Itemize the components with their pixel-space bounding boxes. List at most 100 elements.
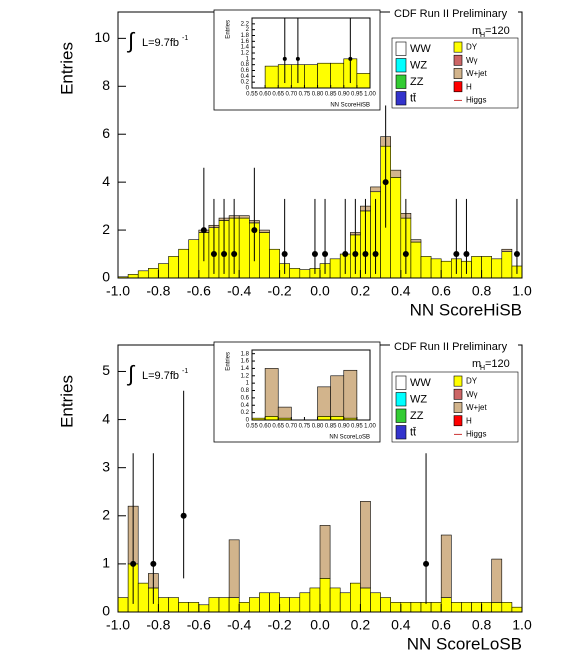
histogram-bar: [127, 274, 139, 278]
x-axis-label: NN ScoreLoSB: [329, 435, 370, 441]
x-tick-label: 0.95: [351, 92, 363, 98]
histogram-bar: [317, 62, 331, 88]
legend-swatch: [453, 81, 463, 93]
title-box: [390, 339, 518, 353]
y-tick-label: 2: [102, 506, 110, 522]
data-point: [402, 251, 409, 258]
histogram-bar: [390, 169, 402, 178]
y-tick-label: 0.2: [241, 80, 250, 86]
integral-sign: ∫: [126, 28, 136, 53]
x-tick-label: 0.75: [299, 92, 311, 98]
y-tick-label: 1.6: [241, 359, 250, 365]
histogram-bar: [440, 597, 452, 612]
histogram-bar: [118, 597, 129, 612]
y-tick-label: 5: [102, 362, 110, 378]
x-tick-label: 0.4: [391, 617, 411, 633]
histogram-bar: [269, 248, 280, 278]
y-tick-label: 0.8: [241, 388, 250, 394]
histogram-bar: [501, 602, 513, 612]
x-tick-label: -0.2: [268, 283, 292, 299]
histogram-bar: [317, 386, 331, 417]
histogram-bar: [356, 73, 370, 88]
data-point: [322, 251, 329, 258]
y-tick-label: 3: [102, 458, 110, 474]
legend-label: tt̄: [410, 426, 416, 438]
legend-swatch: [453, 54, 463, 66]
histogram-bar: [339, 592, 351, 612]
histogram-bar: [491, 258, 503, 278]
histogram-bar: [264, 65, 279, 88]
y-tick-label: 0.2: [241, 410, 250, 416]
x-tick-label: -1.0: [106, 283, 130, 299]
legend-swatch: [395, 58, 407, 73]
histogram-bar: [168, 256, 179, 278]
y-tick-label: 2: [102, 221, 110, 237]
histogram-bar: [158, 263, 169, 278]
x-tick-label: -0.4: [227, 283, 251, 299]
histogram-bar: [430, 602, 442, 612]
histogram-bar: [238, 217, 250, 278]
data-point: [453, 251, 460, 258]
histogram-bar: [481, 602, 493, 612]
title-box: [390, 6, 518, 20]
legend-swatch: [453, 375, 463, 387]
y-tick-label: 4: [102, 173, 110, 189]
data-point: [372, 251, 379, 258]
x-tick-label: 1.0: [512, 617, 532, 633]
data-point: [200, 227, 207, 234]
histogram-bar: [501, 248, 513, 252]
x-tick-label: 0.85: [325, 92, 337, 98]
mass-value: =120: [485, 358, 510, 370]
x-tick-label: 1.00: [364, 92, 376, 98]
x-tick-label: 0.75: [299, 424, 311, 430]
legend-swatch: [453, 402, 463, 413]
histogram-bar: [370, 186, 381, 193]
histogram-bar: [330, 416, 345, 420]
histogram-bar: [264, 368, 279, 417]
histogram-bar: [360, 501, 371, 589]
data-point: [352, 251, 359, 258]
data-point: [463, 251, 470, 258]
data-point: [231, 251, 238, 258]
y-axis-label: Entries: [226, 352, 232, 371]
histogram-bar: [289, 597, 301, 612]
histogram-bar: [158, 597, 169, 612]
x-axis-label: NN ScoreLoSB: [407, 634, 522, 653]
histogram-bar: [228, 539, 240, 598]
histogram-bar: [289, 268, 301, 278]
y-tick-label: 1.2: [241, 51, 250, 57]
legend-label: WZ: [410, 394, 427, 406]
mass-value: =120: [485, 25, 510, 37]
lumi-label: L=9.7fb: [142, 370, 179, 382]
legend-swatch: [453, 388, 463, 400]
histogram-bar: [410, 602, 422, 612]
histogram-bar: [390, 602, 402, 612]
histogram-bar: [188, 602, 200, 612]
x-axis-label: NN ScoreHiSB: [330, 103, 370, 109]
histogram-bar: [420, 256, 432, 278]
histogram-bar: [349, 582, 361, 612]
histogram-bar: [491, 602, 503, 612]
histogram-bar: [137, 270, 149, 278]
legend-label: WW: [410, 43, 431, 55]
histogram-bar: [188, 239, 200, 278]
y-tick-label: 1.6: [241, 39, 250, 45]
legend-label: H: [466, 82, 472, 91]
y-tick-label: 0.6: [241, 68, 250, 74]
legend-swatch: [395, 375, 407, 390]
legend-swatch: [395, 425, 407, 440]
x-tick-label: 0.90: [338, 92, 350, 98]
histogram-bar: [269, 592, 280, 612]
legend-label: ZZ: [410, 76, 424, 88]
x-tick-label: 1.0: [512, 283, 532, 299]
legend-swatch: [453, 41, 463, 53]
plot-frame: [251, 349, 371, 421]
histogram-bar: [450, 602, 462, 612]
histogram-bar: [410, 239, 422, 243]
histogram-bar: [430, 258, 442, 278]
x-tick-label: 0.65: [272, 92, 284, 98]
data-point: [513, 251, 520, 258]
data-point: [180, 512, 187, 519]
histogram-bar: [259, 229, 270, 233]
